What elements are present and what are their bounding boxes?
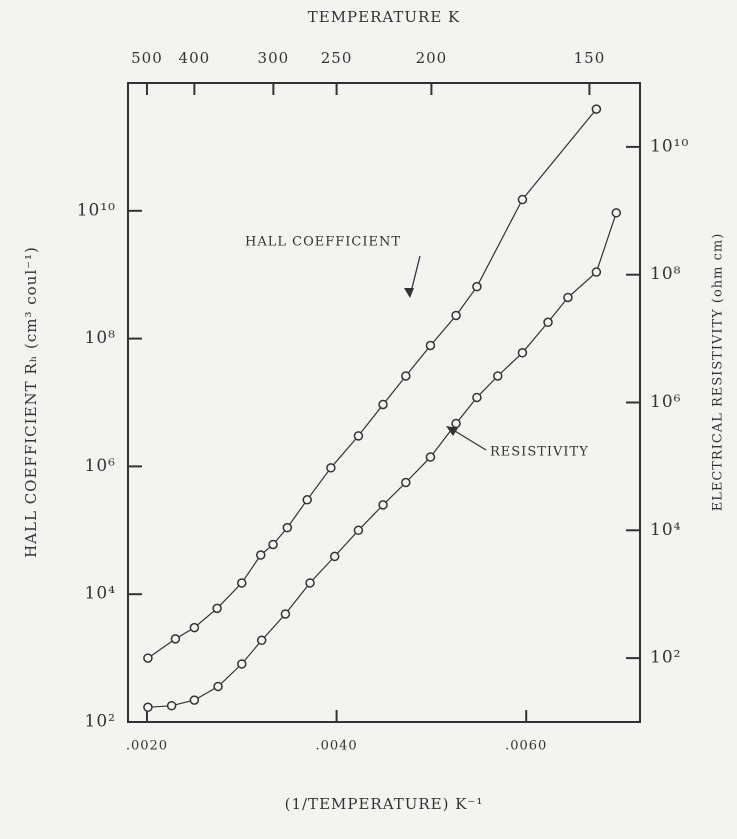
data-point <box>331 552 339 560</box>
data-point <box>473 283 481 291</box>
data-point <box>354 432 362 440</box>
data-point <box>564 293 572 301</box>
data-point <box>612 209 620 217</box>
data-point <box>327 464 335 472</box>
data-point <box>402 372 410 380</box>
data-point <box>544 318 552 326</box>
data-point <box>494 372 502 380</box>
arrow-head <box>404 288 414 298</box>
x2-tick-label: 300 <box>258 49 290 67</box>
x-tick-label: .0060 <box>505 739 547 754</box>
data-point <box>452 419 460 427</box>
data-point <box>426 453 434 461</box>
data-point <box>190 696 198 704</box>
data-point <box>257 551 265 559</box>
data-point <box>518 349 526 357</box>
data-point <box>306 579 314 587</box>
data-point <box>592 268 600 276</box>
chart: TEMPERATURE K (1/TEMPERATURE) K⁻¹ HALL C… <box>0 0 737 839</box>
y-axis-label: HALL COEFFICIENT Rₕ (cm³ coul⁻¹) <box>22 246 40 558</box>
y-tick-label: 10⁴ <box>85 584 116 604</box>
data-point <box>238 579 246 587</box>
data-point <box>281 610 289 618</box>
y2-tick-label: 10² <box>650 648 681 668</box>
x-tick-label: .0040 <box>315 739 357 754</box>
annotation: RESISTIVITY <box>490 445 589 460</box>
y2-axis-label: ELECTRICAL RESISTIVITY (ohm cm) <box>711 233 726 512</box>
x2-tick-label: 500 <box>131 49 163 67</box>
data-point <box>379 501 387 509</box>
data-point <box>190 624 198 632</box>
x-axis-label: (1/TEMPERATURE) K⁻¹ <box>285 795 484 813</box>
data-point <box>592 105 600 113</box>
data-point <box>258 636 266 644</box>
x2-tick-label: 150 <box>574 49 606 67</box>
top-axis-label: TEMPERATURE K <box>308 8 461 26</box>
data-point <box>379 401 387 409</box>
y-tick-label: 10² <box>85 712 116 732</box>
data-point <box>171 635 179 643</box>
data-point <box>473 393 481 401</box>
data-point <box>283 524 291 532</box>
x2-tick-label: 400 <box>179 49 211 67</box>
data-point <box>213 604 221 612</box>
data-point <box>269 540 277 548</box>
series-line <box>148 109 597 658</box>
y2-tick-label: 10¹⁰ <box>650 136 689 156</box>
y2-tick-label: 10⁸ <box>650 264 681 284</box>
data-point <box>168 702 176 710</box>
series-line <box>148 213 616 708</box>
data-point <box>354 526 362 534</box>
data-point <box>452 311 460 319</box>
data-point <box>402 478 410 486</box>
x2-tick-label: 200 <box>416 49 448 67</box>
data-point <box>426 341 434 349</box>
y2-tick-label: 10⁶ <box>650 392 681 412</box>
data-point <box>214 682 222 690</box>
data-point <box>238 660 246 668</box>
y-tick-label: 10⁶ <box>85 456 116 476</box>
y-tick-label: 10⁸ <box>85 328 116 348</box>
x2-tick-label: 250 <box>321 49 353 67</box>
data-point <box>144 654 152 662</box>
x-tick-label: .0020 <box>126 739 168 754</box>
y2-tick-label: 10⁴ <box>650 520 681 540</box>
data-point <box>144 703 152 711</box>
y-tick-label: 10¹⁰ <box>77 200 116 220</box>
annotation: HALL COEFFICIENT <box>245 235 401 250</box>
data-point <box>518 196 526 204</box>
data-point <box>303 496 311 504</box>
